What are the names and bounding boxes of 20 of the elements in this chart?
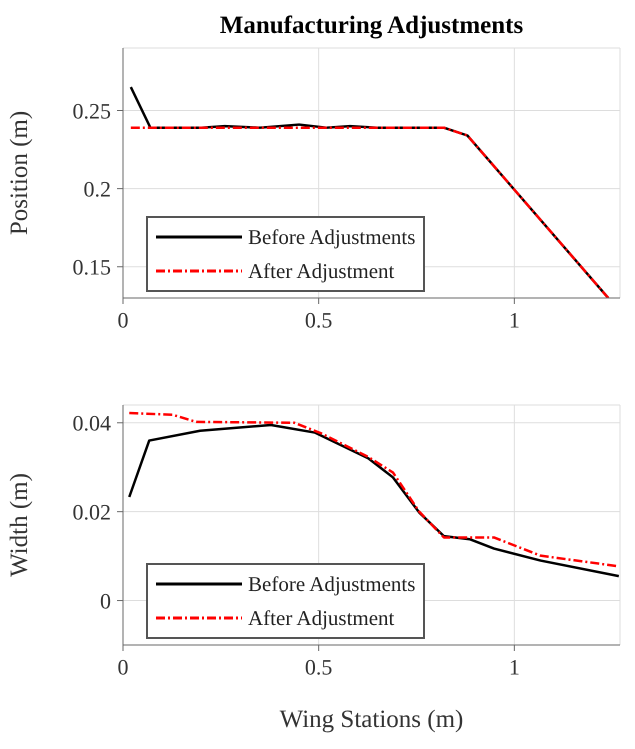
legend-label: Before Adjustments [248,572,416,596]
x-axis-title: Wing Stations (m) [280,706,464,733]
y-tick-label: 0.2 [84,176,111,202]
x-tick-label: 0.5 [304,654,332,680]
y-tick-label: 0.25 [72,98,111,124]
chart-title: Manufacturing Adjustments [218,12,524,40]
x-tick-label: 0 [118,654,128,680]
x-tick-label: 0 [118,308,128,333]
y-tick-label: 0.02 [72,499,111,524]
y-tick-label: 0.04 [72,410,111,436]
x-tick-label: 1 [508,308,520,333]
y-tick-label: 0.15 [72,254,111,280]
x-tick-label: 1 [508,654,520,680]
legend-label: After Adjustment [248,258,394,284]
y-axis-title: Width (m) [6,473,33,577]
legend-label: Before Adjustments [248,224,416,250]
legend-label: After Adjustment [248,606,394,630]
y-tick-label: 0 [100,588,111,614]
y-axis-title: Position (m) [6,110,33,236]
x-tick-label: 0.5 [304,308,332,333]
